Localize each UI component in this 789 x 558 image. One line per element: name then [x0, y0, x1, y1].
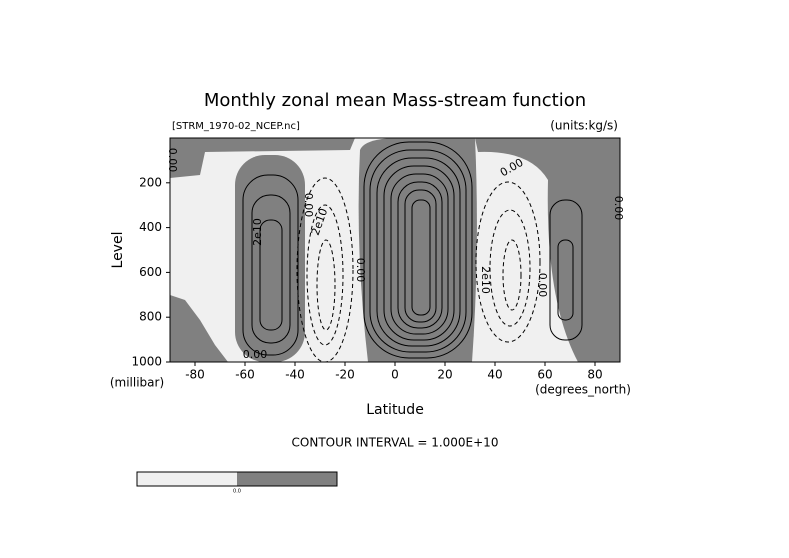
contour-label: 0.00 [302, 193, 315, 218]
x-tick-label: 20 [437, 368, 452, 382]
contour-line [502, 239, 522, 311]
contour-line [251, 194, 291, 344]
contour-line [376, 157, 461, 347]
contour-label: 0.00 [536, 273, 549, 298]
contour-lines [242, 141, 583, 363]
x-tick-label: 40 [487, 368, 502, 382]
positive-regions [170, 138, 620, 362]
contour-field [169, 137, 621, 363]
contour-line [489, 209, 531, 327]
contour-line [383, 165, 455, 341]
y-tick-label: 1000 [131, 355, 162, 369]
colorbar-segment [237, 472, 337, 486]
x-tick-label: -40 [285, 368, 305, 382]
x-tick-label: 60 [537, 368, 552, 382]
contour-label: 0.00 [243, 348, 268, 361]
x-tick-label: 0 [391, 368, 399, 382]
contour-line [390, 173, 449, 335]
contour-line [397, 181, 443, 329]
contour-label: 2e10 [479, 266, 492, 294]
contour-line [369, 149, 467, 353]
y-tick-label: 600 [139, 265, 162, 279]
annotation: CONTOUR INTERVAL = 1.000E+10 [292, 436, 499, 450]
positive-region [235, 155, 305, 362]
contour-line [242, 174, 299, 356]
y-axis-label: Level [110, 232, 126, 269]
subtitle-left: [STRM_1970-02_NCEP.nc] [172, 121, 300, 132]
contour-line [316, 239, 336, 331]
positive-region [475, 138, 620, 362]
x-tick-label: -60 [235, 368, 255, 382]
contour-line [411, 199, 431, 316]
positive-region [170, 295, 228, 362]
contour-label: 2e10 [251, 218, 264, 246]
contour-line [404, 189, 437, 323]
contour-line [306, 204, 344, 346]
colorbar-label: 0.0 [233, 489, 241, 495]
contour-label: 0.00 [166, 148, 179, 173]
contour-line [549, 199, 583, 341]
contour-label: 0.00 [354, 258, 367, 283]
subtitle-right: (units:kg/s) [550, 119, 618, 133]
x-tick-label: -20 [335, 368, 355, 382]
x-tick-label: 80 [587, 368, 602, 382]
y-tick-label: 200 [139, 175, 162, 189]
contour-line [259, 219, 283, 331]
colorbar: 0.0 [136, 471, 338, 495]
y-tick-label: 800 [139, 310, 162, 324]
contour-labels: 0.00 2e10 0.00 2e10 0.00 2e10 0.00 0.00 … [166, 148, 625, 361]
colorbar-frame [136, 471, 338, 487]
y-tick-label: 400 [139, 220, 162, 234]
x-axis-unit: (degrees_north) [535, 383, 631, 397]
chart-title: Monthly zonal mean Mass-stream function [204, 90, 586, 111]
contour-line [363, 141, 473, 359]
x-axis-label: Latitude [366, 402, 424, 418]
contour-label: 0.00 [612, 196, 625, 221]
contour-line [557, 239, 574, 321]
colorbar-segment [137, 472, 237, 486]
contour-line [475, 181, 541, 343]
x-tick-label: -80 [185, 368, 205, 382]
y-axis-unit: (millibar) [110, 376, 164, 390]
positive-region [170, 138, 355, 178]
